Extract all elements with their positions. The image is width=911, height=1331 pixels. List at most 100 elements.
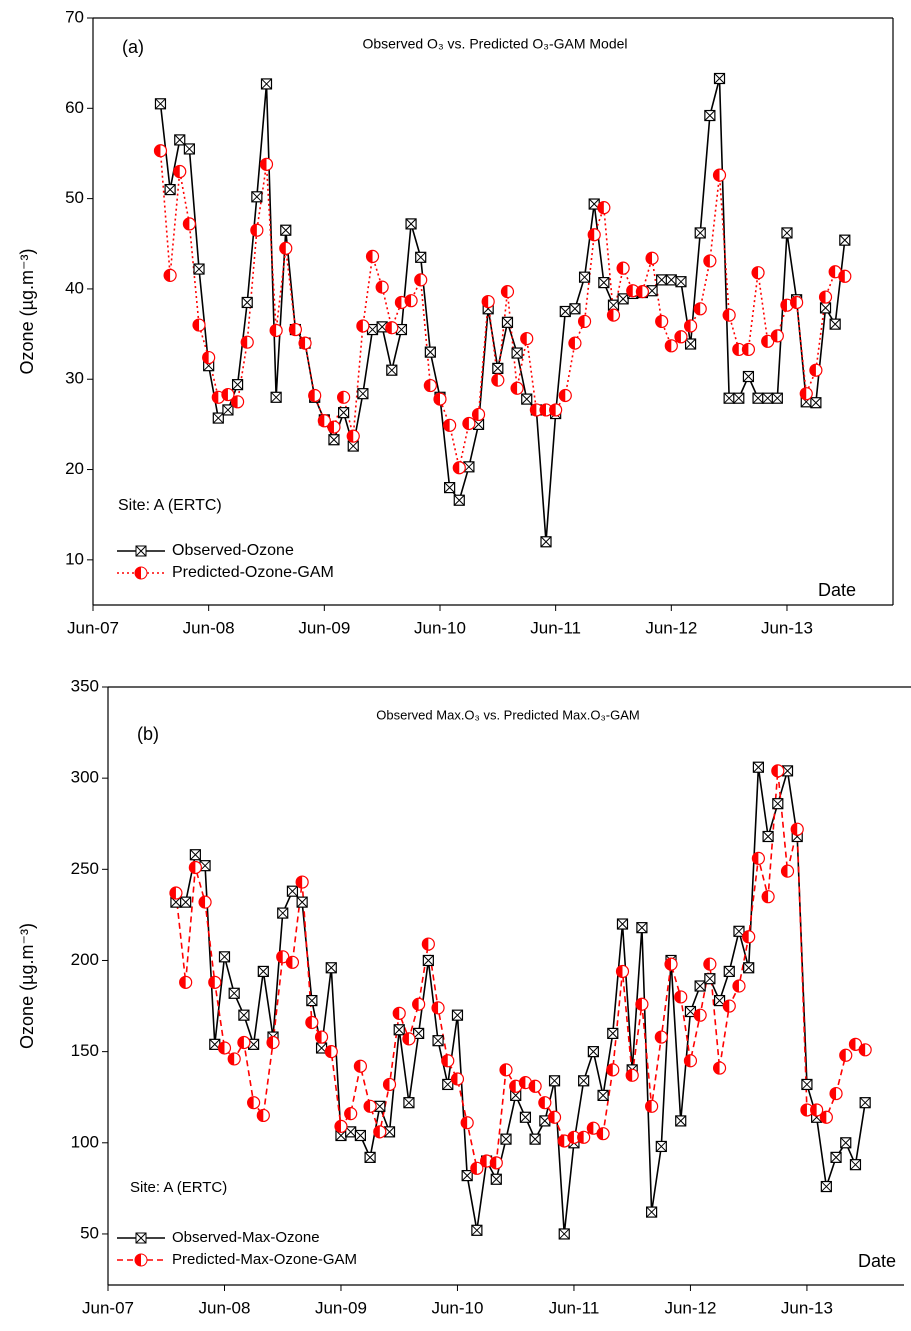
marker-cross bbox=[212, 412, 224, 424]
marker-half bbox=[636, 285, 643, 298]
data-point bbox=[596, 1127, 610, 1141]
data-point bbox=[829, 1086, 843, 1101]
marker-cross bbox=[296, 896, 308, 908]
marker-cross bbox=[355, 1130, 366, 1141]
marker-cross bbox=[424, 346, 436, 358]
marker-half bbox=[289, 323, 296, 336]
data-point bbox=[578, 271, 591, 283]
data-point bbox=[684, 338, 697, 350]
data-point bbox=[654, 1030, 668, 1044]
chart-title: Observed O₃ vs. Predicted O₃-GAM Model bbox=[362, 36, 627, 52]
marker-half bbox=[325, 1045, 332, 1058]
data-point bbox=[490, 1173, 502, 1185]
data-point bbox=[481, 294, 495, 309]
data-point bbox=[365, 249, 380, 264]
data-point bbox=[597, 201, 611, 215]
y-tick-label: 300 bbox=[71, 768, 99, 787]
marker-cross bbox=[762, 831, 774, 842]
marker-cross bbox=[405, 218, 417, 230]
marker-half bbox=[433, 393, 440, 406]
marker-half bbox=[674, 990, 681, 1003]
x-tick-label: Jun-08 bbox=[183, 618, 235, 637]
data-point bbox=[227, 1052, 241, 1066]
marker-cross bbox=[241, 297, 253, 308]
marker-half bbox=[189, 861, 196, 874]
data-point bbox=[357, 388, 369, 400]
marker-cross bbox=[694, 980, 706, 992]
marker-cross bbox=[733, 392, 745, 404]
marker-half bbox=[461, 1116, 468, 1129]
data-point bbox=[830, 1151, 842, 1163]
marker-half bbox=[626, 1069, 633, 1082]
marker-cross bbox=[704, 110, 716, 121]
marker-cross bbox=[801, 1079, 813, 1090]
marker-cross bbox=[376, 321, 388, 333]
data-point bbox=[559, 305, 571, 318]
marker-cross bbox=[432, 1035, 444, 1047]
marker-cross bbox=[646, 1206, 657, 1218]
data-point bbox=[393, 1024, 405, 1036]
marker-half bbox=[344, 1107, 351, 1120]
data-point bbox=[751, 851, 765, 865]
data-point bbox=[781, 227, 793, 239]
marker-half bbox=[154, 144, 161, 157]
marker-cross bbox=[859, 1097, 871, 1109]
marker-half bbox=[354, 1060, 361, 1073]
marker-half bbox=[179, 976, 186, 989]
data-point bbox=[713, 994, 726, 1007]
data-point bbox=[280, 224, 292, 236]
data-point bbox=[722, 308, 736, 322]
data-point bbox=[374, 1100, 386, 1112]
marker-cross bbox=[607, 1028, 619, 1039]
marker-cross bbox=[511, 347, 523, 359]
legend-marker bbox=[135, 1232, 147, 1244]
marker-half bbox=[237, 1036, 244, 1049]
marker-cross bbox=[219, 951, 230, 963]
data-point bbox=[237, 1035, 251, 1050]
data-point bbox=[790, 822, 804, 836]
marker-cross bbox=[306, 995, 318, 1006]
marker-cross bbox=[820, 1181, 832, 1192]
marker-half bbox=[482, 295, 489, 308]
data-point bbox=[325, 962, 337, 974]
data-point bbox=[257, 965, 269, 978]
marker-half bbox=[231, 395, 238, 408]
data-point bbox=[645, 1099, 659, 1113]
marker-cross bbox=[743, 371, 754, 382]
marker-cross bbox=[135, 545, 147, 557]
data-point bbox=[693, 1008, 707, 1022]
y-tick-label: 150 bbox=[71, 1041, 99, 1060]
marker-half bbox=[548, 1111, 555, 1124]
data-point bbox=[450, 1072, 465, 1086]
marker-half bbox=[402, 1032, 409, 1045]
marker-cross bbox=[461, 1170, 473, 1181]
marker-cross bbox=[723, 966, 735, 977]
marker-cross bbox=[830, 1152, 842, 1163]
data-point bbox=[415, 251, 427, 263]
marker-half bbox=[684, 319, 691, 332]
panel-label: (b) bbox=[137, 724, 159, 744]
marker-cross bbox=[850, 1159, 861, 1171]
marker-half bbox=[559, 389, 566, 402]
marker-half bbox=[665, 339, 672, 352]
data-point bbox=[432, 1035, 444, 1047]
data-point bbox=[423, 378, 437, 393]
marker-half bbox=[781, 865, 788, 878]
marker-cross bbox=[471, 1224, 483, 1236]
data-point bbox=[452, 461, 466, 475]
marker-cross bbox=[335, 1130, 347, 1141]
marker-half bbox=[296, 876, 303, 889]
data-point bbox=[567, 1130, 581, 1144]
marker-cross bbox=[646, 285, 658, 297]
data-point bbox=[404, 294, 418, 308]
x-tick-label: Jun-08 bbox=[198, 1298, 250, 1317]
y-tick-label: 10 bbox=[65, 549, 84, 568]
data-point bbox=[489, 1156, 503, 1170]
marker-cross bbox=[559, 306, 571, 317]
y-axis-label: Ozone (µg.m⁻³) bbox=[17, 249, 37, 375]
marker-cross bbox=[704, 973, 716, 985]
marker-cross bbox=[617, 918, 628, 930]
marker-cross bbox=[502, 316, 513, 328]
marker-half bbox=[247, 1096, 254, 1109]
marker-half bbox=[183, 217, 190, 230]
